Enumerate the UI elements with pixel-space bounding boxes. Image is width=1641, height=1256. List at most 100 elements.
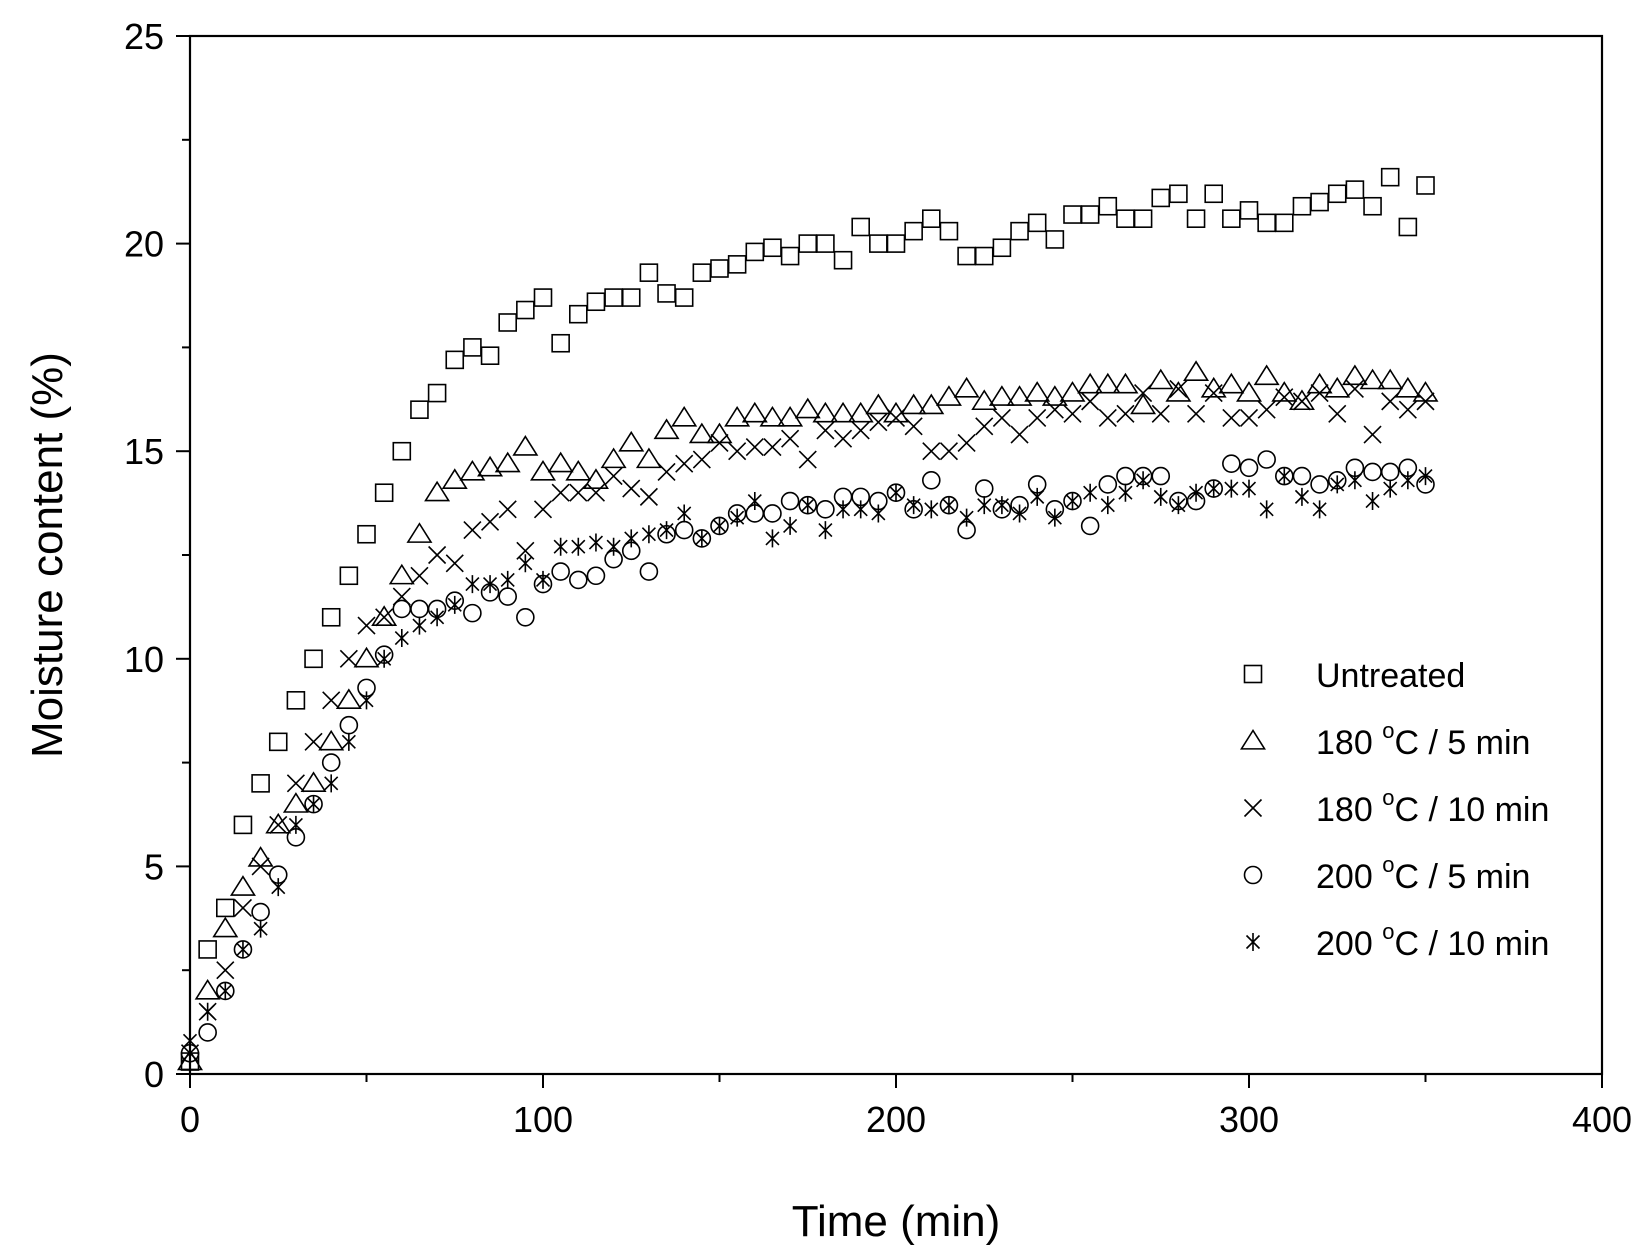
data-point-square [1239,201,1259,220]
data-point-asterisk [1136,471,1151,490]
y-tick-label: 25 [124,16,164,57]
series-square [180,167,1435,1071]
data-point-triangle [653,418,680,440]
series-cross [180,379,1435,1063]
data-point-square [1345,180,1365,199]
data-point-asterisk [1118,483,1133,502]
data-point-square [480,346,500,366]
data-point-cross [1186,404,1206,423]
data-point-circle [321,753,341,772]
data-point-asterisk [571,537,586,556]
data-point-square [1398,217,1418,237]
data-point-triangle [265,812,292,834]
data-point-square [198,940,217,959]
data-point-square [727,255,747,274]
data-point-cross [269,815,288,834]
data-point-asterisk [1294,487,1310,506]
data-point-asterisk [1100,496,1115,515]
data-point-triangle [229,875,256,896]
data-point-asterisk [730,508,745,527]
series-asterisk [182,467,1433,1050]
data-point-cross [569,483,588,502]
data-point-circle [551,562,570,581]
data-point-triangle [1006,385,1033,406]
data-point-asterisk [1259,500,1274,519]
data-point-asterisk [1065,492,1080,511]
data-point-cross [1116,404,1135,423]
data-point-square [780,246,800,266]
data-point-square [286,691,306,710]
data-point-cross [480,512,500,531]
data-point-square [904,221,923,241]
data-point-square [1045,230,1065,249]
data-point-square [621,288,641,307]
legend-label: 200 oC / 5 min [1316,852,1530,896]
data-point-square [268,732,288,752]
data-point-triangle [582,468,609,489]
data-point-cross [357,616,376,635]
data-point-square [392,441,412,461]
legend-marker-circle [1243,865,1263,885]
data-point-triangle [335,688,362,709]
data-point-cross [957,433,976,452]
data-point-asterisk [235,940,251,959]
legend-item: Untreated [1243,657,1465,695]
data-point-cross [1292,392,1312,411]
data-point-circle [1239,458,1259,478]
data-point-cross [1081,392,1100,411]
data-point-asterisk [1418,467,1433,486]
data-point-square [251,774,270,793]
data-point-cross [304,732,323,751]
data-point-square [1363,196,1382,216]
data-point-cross [463,521,482,540]
data-point-cross [1098,408,1117,428]
data-point-cross [551,483,570,502]
data-point-triangle [812,401,839,423]
data-point-cross [1416,392,1435,411]
data-point-cross [1010,425,1029,444]
data-point-cross [710,433,729,452]
data-point-circle [921,470,941,490]
data-point-square [1027,213,1047,233]
data-point-cross [869,413,888,432]
data-point-asterisk [677,504,692,523]
data-point-cross [233,898,253,917]
data-point-triangle [459,459,486,481]
data-point-triangle [988,385,1015,406]
data-point-square [551,333,570,353]
data-point-square [498,313,518,332]
legend-label: 180 oC / 5 min [1316,718,1530,762]
data-point-cross [286,774,305,793]
data-point-asterisk [482,575,498,594]
data-point-triangle [724,405,751,427]
data-point-cross [1398,400,1417,419]
data-point-square [886,234,906,253]
data-point-circle [463,603,482,623]
data-point-asterisk [624,529,639,548]
data-point-cross [816,421,835,440]
data-point-asterisk [994,496,1009,515]
data-point-asterisk [359,691,374,710]
data-point-square [304,649,323,669]
data-point-asterisk [765,529,780,548]
data-point-circle [198,1023,217,1042]
data-point-asterisk [871,504,886,523]
legend-marker-asterisk [1245,933,1261,951]
data-point-cross [851,421,870,440]
data-point-asterisk [535,570,551,589]
data-point-square [321,607,341,627]
data-point-cross [586,483,606,502]
data-point-square [851,217,871,237]
data-point-cross [1345,379,1364,398]
data-point-asterisk [800,496,815,515]
data-point-square [533,288,553,307]
data-point-square [410,400,429,419]
data-point-square [992,238,1012,258]
data-point-cross [1275,388,1294,407]
data-point-cross [1257,400,1276,419]
legend-marker-square [1243,664,1263,684]
data-point-triangle [1341,364,1368,386]
data-point-asterisk [324,774,339,793]
data-point-circle [568,570,588,590]
